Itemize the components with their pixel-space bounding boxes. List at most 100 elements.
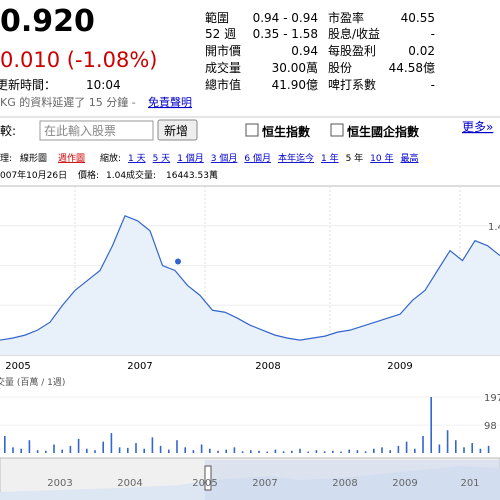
volume-bar xyxy=(217,450,219,453)
volume-bar xyxy=(241,451,244,453)
volume-bar xyxy=(143,448,145,453)
add-button[interactable] xyxy=(157,119,198,141)
checkbox[interactable] xyxy=(245,123,259,137)
volume-bar xyxy=(340,451,342,453)
navigator-year: 2003 xyxy=(47,478,72,489)
volume-bar xyxy=(348,449,350,453)
zoom-option[interactable]: 3 個月 xyxy=(211,152,238,164)
volume-bar xyxy=(414,448,416,453)
volume-bar xyxy=(61,449,63,453)
volume-bar xyxy=(28,440,31,453)
volume-bar xyxy=(463,447,465,453)
stat-value: 0.02 xyxy=(408,44,435,58)
hover-volume-label: 成交量: xyxy=(126,169,156,181)
stat-value: 0.94 xyxy=(291,44,318,58)
volume-bar xyxy=(12,447,14,453)
volume-bar xyxy=(94,450,96,453)
volume-bar xyxy=(381,447,383,453)
compare-label: 較: xyxy=(0,123,16,138)
chart-type[interactable]: 週作圖 xyxy=(58,152,85,164)
chart-type-label: 理: xyxy=(0,153,12,164)
volume-bar xyxy=(422,435,424,453)
x-tick-label: 2009 xyxy=(387,361,412,372)
stat-label: 開市價 xyxy=(205,43,241,58)
stat-label: 總市值 xyxy=(205,77,241,92)
hover-volume: 16443.53萬 xyxy=(166,169,218,181)
volume-bar xyxy=(356,450,359,453)
checkbox[interactable] xyxy=(330,123,344,137)
navigator-window[interactable] xyxy=(205,460,500,500)
volume-bar xyxy=(315,450,318,453)
volume-bar xyxy=(69,445,72,453)
volume-bar xyxy=(364,451,367,453)
volume-bar xyxy=(455,440,457,453)
navigator-year: 2009 xyxy=(392,478,417,489)
stat-label: 範圍 xyxy=(205,10,229,25)
volume-bar xyxy=(168,449,170,453)
zoom-option[interactable]: 本年迄今 xyxy=(278,152,314,164)
navigator-year: 2008 xyxy=(332,478,357,489)
stat-label: 啤打系數 xyxy=(328,77,376,92)
navigator-year: 2007 xyxy=(252,478,277,489)
volume-bar xyxy=(192,450,195,453)
price-line xyxy=(0,215,500,341)
zoom-option[interactable]: 1 天 xyxy=(128,154,146,164)
volume-bar xyxy=(36,450,39,453)
stat-label: 股息/收益 xyxy=(328,26,380,41)
volume-bar xyxy=(102,441,104,453)
volume-bar xyxy=(45,450,47,453)
volume-bar xyxy=(430,397,432,453)
price-area xyxy=(0,215,500,355)
stat-value: 40.55 xyxy=(401,11,435,25)
search-input[interactable] xyxy=(39,120,154,141)
hover-date: 007年10月26日 xyxy=(0,169,67,181)
stat-value: - xyxy=(431,78,435,92)
volume-bar xyxy=(397,445,400,453)
navigator-handle[interactable] xyxy=(204,465,212,491)
stat-label: 市盈率 xyxy=(328,10,364,25)
x-tick-label: 2005 xyxy=(5,361,30,372)
volume-bar xyxy=(373,448,375,453)
volume-bar xyxy=(233,447,236,453)
add-button-label: 新增 xyxy=(164,123,188,138)
volume-bar xyxy=(438,444,441,453)
more-link[interactable]: 更多» xyxy=(462,120,493,134)
volume-bar xyxy=(266,451,268,453)
volume-bar xyxy=(389,450,391,453)
volume-bar xyxy=(323,451,326,453)
hover-price: 1.04 xyxy=(106,171,126,181)
volume-bar xyxy=(471,443,473,453)
zoom-option[interactable]: 6 個月 xyxy=(244,152,271,164)
zoom-option[interactable]: 10 年 xyxy=(370,152,393,164)
volume-bar xyxy=(274,449,277,453)
zoom-option[interactable]: 最高 xyxy=(401,152,419,164)
zoom-option[interactable]: 1 個月 xyxy=(177,152,204,164)
stat-value: 41.90億 xyxy=(272,78,318,92)
volume-bar xyxy=(405,441,408,453)
stat-label: 每股盈利 xyxy=(328,43,376,58)
zoom-option[interactable]: 1 年 xyxy=(321,152,339,164)
y-tick-label: 197 xyxy=(484,393,500,404)
volume-bar xyxy=(307,451,309,453)
hover-marker xyxy=(175,258,181,265)
volume-bar xyxy=(77,438,80,453)
volume-bar xyxy=(250,450,252,453)
volume-bar xyxy=(20,448,22,453)
stat-label: 成交量 xyxy=(205,60,241,75)
disclaimer-link[interactable]: 免責聲明 xyxy=(148,95,192,109)
update-time: 10:04 xyxy=(86,78,121,92)
volume-bar xyxy=(184,447,186,453)
checkbox-label: 恒生國企指數 xyxy=(347,124,419,139)
y-tick-label: 98 xyxy=(484,421,497,432)
zoom-option[interactable]: 5 年 xyxy=(346,152,364,164)
stat-value: 30.00萬 xyxy=(272,61,318,75)
zoom-option[interactable]: 5 天 xyxy=(153,154,171,164)
chart-type: 線形圖 xyxy=(20,152,47,164)
volume-bar xyxy=(127,447,129,453)
stat-value: - xyxy=(431,27,435,41)
navigator-year: 2004 xyxy=(117,478,142,489)
stat-label: 股份 xyxy=(328,61,352,75)
volume-bar xyxy=(487,445,490,453)
navigator-year: 201 xyxy=(460,478,479,489)
